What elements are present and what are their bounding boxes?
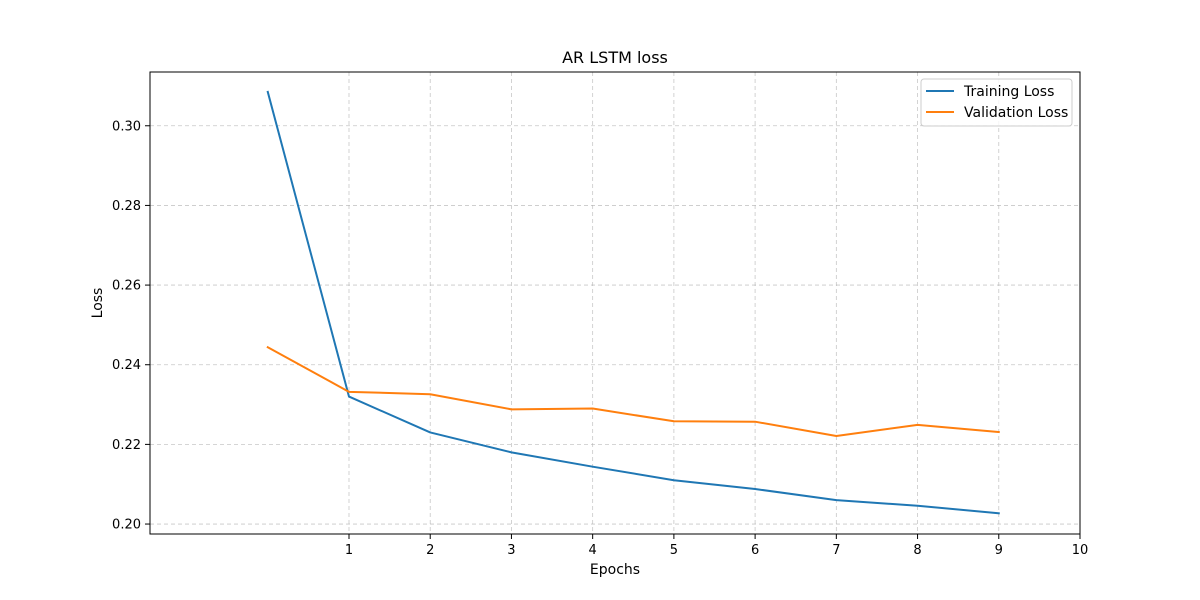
axis-ticks: 1 2 3 4 5 6 7 8 9 10 0.20 0.22 0.24 0.26 0.28 0.30 <box>112 119 1088 558</box>
y-tick-label-5: 0.30 <box>112 119 141 134</box>
series-line-training-loss <box>266 90 1000 515</box>
y-tick-label-3: 0.26 <box>112 279 141 294</box>
x-tick-label-10: 10 <box>1072 543 1089 558</box>
y-axis-label: Loss <box>90 288 106 319</box>
x-tick-label-4: 4 <box>589 543 597 558</box>
y-tick-label-0: 0.20 <box>112 518 141 533</box>
x-tick-label-7: 7 <box>832 543 840 558</box>
y-tick-label-2: 0.24 <box>112 358 141 373</box>
y-tick-label-1: 0.22 <box>112 438 141 453</box>
x-tick-label-3: 3 <box>507 543 515 558</box>
x-tick-label-6: 6 <box>751 543 759 558</box>
x-tick-label-2: 2 <box>426 543 434 558</box>
plot-frame <box>149 71 1081 535</box>
x-tick-label-9: 9 <box>995 543 1003 558</box>
legend-label-validation-loss: Validation Loss <box>964 105 1068 121</box>
series-line-validation-loss <box>266 345 1000 438</box>
legend-label-training-loss: Training Loss <box>963 84 1054 100</box>
series-lines <box>266 90 1000 515</box>
x-tick-label-8: 8 <box>913 543 921 558</box>
x-tick-label-1: 1 <box>345 543 353 558</box>
x-axis-label: Epochs <box>590 562 640 578</box>
legend-box <box>920 78 1073 127</box>
chart-title: AR LSTM loss <box>562 48 668 67</box>
x-tick-label-5: 5 <box>670 543 678 558</box>
y-tick-label-4: 0.28 <box>112 199 141 214</box>
legend: Training Loss Validation Loss <box>920 78 1073 127</box>
